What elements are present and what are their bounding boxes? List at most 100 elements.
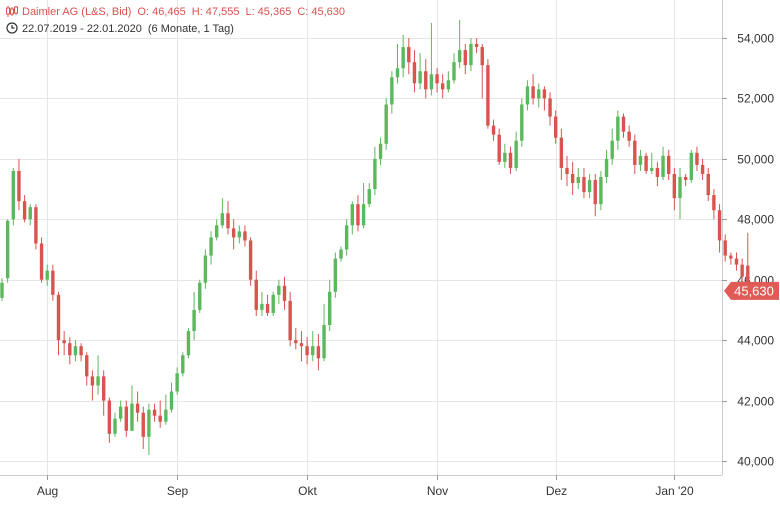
- candle-down: [531, 74, 535, 105]
- candle-up: [181, 352, 185, 377]
- candle-body: [678, 176, 682, 199]
- y-tick-label: 42,000: [737, 395, 774, 409]
- candle-body: [237, 231, 241, 238]
- y-axis: 40,00042,00044,00046,00048,00050,00052,0…: [737, 32, 774, 469]
- candle-body: [322, 325, 326, 359]
- candle-down: [695, 146, 699, 171]
- candle-down: [706, 167, 710, 202]
- candle-body: [356, 204, 360, 226]
- candles: [0, 19, 750, 455]
- candle-down: [474, 38, 479, 54]
- candle-up: [130, 385, 134, 431]
- candle-up: [373, 146, 377, 196]
- y-tick-label: 54,000: [737, 32, 774, 46]
- candle-down: [712, 189, 716, 220]
- candle-body: [452, 62, 456, 81]
- candle-body: [51, 270, 55, 295]
- candle-body: [559, 137, 564, 168]
- candle-body: [316, 346, 321, 359]
- candle-body: [407, 47, 411, 63]
- candle-down: [288, 291, 292, 347]
- candle-down: [79, 343, 83, 362]
- candle-up: [638, 149, 643, 171]
- candle-body: [367, 189, 371, 205]
- candle-down: [729, 252, 733, 265]
- candle-body: [480, 47, 484, 66]
- last-price-tag: 45,630: [724, 281, 779, 300]
- candle-body: [457, 50, 462, 63]
- candle-down: [582, 167, 586, 199]
- candle-down: [265, 294, 270, 316]
- candle-up: [384, 98, 388, 150]
- candle-up: [169, 382, 174, 413]
- candle-down: [554, 110, 558, 144]
- candle-body: [582, 176, 586, 193]
- candle-down: [231, 219, 236, 250]
- candle-down: [135, 391, 140, 422]
- candle-up: [271, 291, 275, 316]
- candle-body: [514, 140, 518, 168]
- candle-up: [186, 328, 191, 359]
- candle-body: [435, 74, 439, 84]
- candle-body: [503, 152, 507, 162]
- candle-up: [203, 249, 208, 289]
- candle-body: [277, 285, 281, 295]
- candle-body: [305, 346, 309, 356]
- candle-body: [638, 155, 643, 165]
- candle-body: [68, 343, 72, 356]
- candle-body: [90, 376, 95, 386]
- open-value: O: 46,465: [137, 6, 186, 18]
- candle-body: [102, 376, 106, 401]
- candle-body: [729, 255, 733, 259]
- candle-down: [667, 149, 671, 181]
- candle-body: [350, 204, 354, 226]
- candle-down: [570, 161, 575, 196]
- candle-up: [344, 219, 349, 256]
- candle-down: [740, 258, 744, 283]
- candle-up: [503, 143, 507, 168]
- candle-down: [299, 331, 304, 362]
- candle-up: [339, 246, 343, 262]
- candle-up: [237, 225, 241, 244]
- candle-body: [243, 231, 247, 241]
- instrument-name: Daimler AG (L&S, Bid): [22, 6, 132, 18]
- candle-body: [152, 409, 157, 416]
- candle-body: [169, 391, 174, 410]
- candle-body: [424, 71, 428, 90]
- candle-body: [203, 255, 208, 283]
- candle-body: [231, 228, 236, 238]
- candle-body: [175, 373, 179, 392]
- candle-body: [463, 50, 467, 66]
- candle-down: [734, 252, 739, 271]
- candle-up: [311, 331, 315, 362]
- candle-body: [39, 243, 44, 280]
- close-value: C: 45,630: [297, 6, 346, 18]
- candle-up: [678, 167, 682, 220]
- candle-up: [514, 131, 518, 171]
- candle-body: [441, 83, 445, 90]
- candle-body: [491, 125, 496, 135]
- candle-body: [192, 309, 196, 332]
- candle-body: [446, 80, 451, 90]
- candle-body: [209, 237, 213, 256]
- candle-down: [672, 167, 677, 211]
- candle-up: [401, 34, 405, 78]
- candle-body: [706, 173, 710, 196]
- candle-body: [5, 220, 10, 279]
- candle-down: [683, 173, 688, 187]
- candle-body: [22, 201, 27, 220]
- candle-up: [525, 80, 530, 111]
- candle-body: [181, 355, 185, 374]
- candle-body: [412, 62, 417, 84]
- candle-up: [650, 152, 654, 174]
- candle-down: [17, 158, 21, 211]
- candle-up: [113, 412, 117, 437]
- candle-body: [311, 346, 315, 356]
- candle-up: [277, 279, 281, 304]
- candle-body: [118, 406, 123, 419]
- candle-body: [390, 77, 394, 105]
- candle-body: [593, 180, 597, 205]
- candle-body: [130, 403, 134, 431]
- candle-body: [56, 294, 61, 341]
- candle-body: [113, 418, 117, 434]
